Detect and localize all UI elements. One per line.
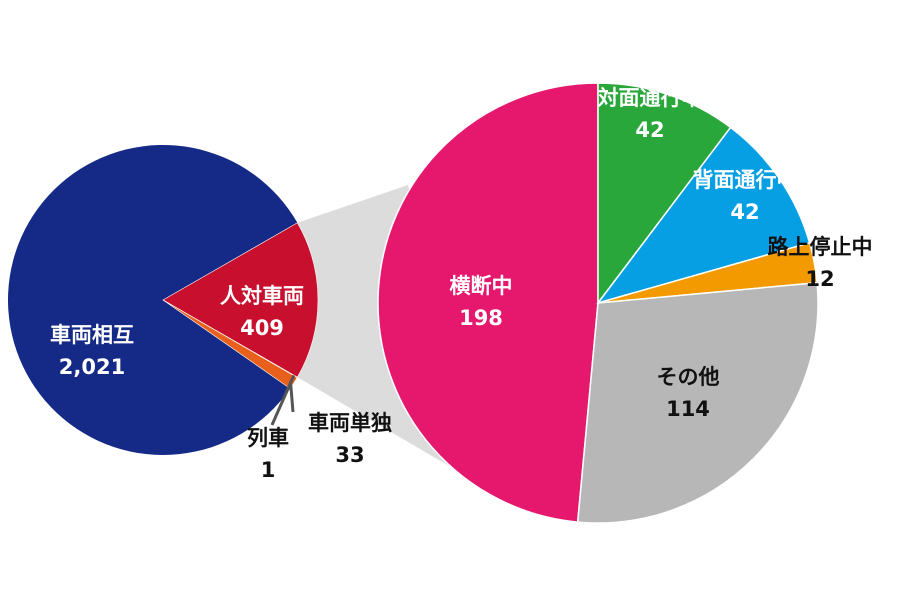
sub-slice-2 bbox=[596, 126, 811, 305]
main-slice-label-3: 車両単独 bbox=[308, 411, 392, 435]
main-slice-value-2: 1 bbox=[261, 458, 276, 482]
sub-slice-label-0: 横断中 bbox=[450, 274, 513, 298]
main-slice-value-1: 409 bbox=[240, 316, 284, 340]
main-slice-1 bbox=[162, 222, 319, 378]
sub-slice-1 bbox=[597, 82, 732, 306]
sub-slice-value-0: 198 bbox=[459, 306, 503, 330]
sub-slice-value-4: 114 bbox=[666, 397, 710, 421]
main-slice-label-1: 人対車両 bbox=[220, 284, 304, 308]
main-slice-value-0: 2,021 bbox=[59, 355, 125, 379]
sub-slice-value-1: 42 bbox=[635, 118, 664, 142]
sub-slice-label-2: 背面通行中 bbox=[693, 168, 798, 192]
sub-slice-label-1: 対面通行中 bbox=[598, 86, 703, 110]
leader-line-3 bbox=[288, 380, 295, 413]
main-slice-label-0: 車両相互 bbox=[50, 323, 134, 347]
sub-slice-label-3: 路上停止中 bbox=[768, 235, 873, 259]
sub-slice-0 bbox=[377, 82, 599, 523]
sub-slice-label-4: その他 bbox=[657, 365, 720, 389]
main-slice-value-3: 33 bbox=[335, 443, 364, 467]
main-slice-label-2: 列車 bbox=[247, 426, 289, 450]
sub-slice-value-3: 12 bbox=[805, 267, 834, 291]
main-slice-0 bbox=[7, 145, 298, 456]
sub-slice-4 bbox=[576, 281, 819, 524]
sub-slice-value-2: 42 bbox=[730, 200, 759, 224]
